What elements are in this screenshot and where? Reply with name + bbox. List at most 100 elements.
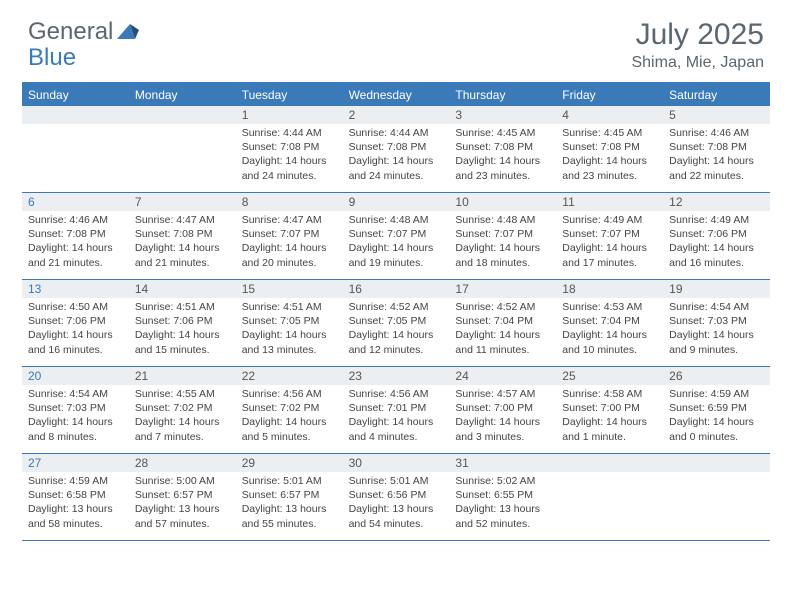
daylight-text: Daylight: 14 hours and 19 minutes. xyxy=(349,241,444,269)
day-number: 12 xyxy=(663,193,770,211)
daylight-text: Daylight: 13 hours and 55 minutes. xyxy=(242,502,337,530)
sunrise-text: Sunrise: 4:46 AM xyxy=(28,213,123,227)
calendar-cell: 21Sunrise: 4:55 AMSunset: 7:02 PMDayligh… xyxy=(129,367,236,453)
sunrise-text: Sunrise: 5:01 AM xyxy=(349,474,444,488)
day-number: 17 xyxy=(449,280,556,298)
day-details: Sunrise: 4:44 AMSunset: 7:08 PMDaylight:… xyxy=(343,124,450,187)
day-details: Sunrise: 4:51 AMSunset: 7:06 PMDaylight:… xyxy=(129,298,236,361)
calendar: SundayMondayTuesdayWednesdayThursdayFrid… xyxy=(22,82,770,541)
calendar-cell: 12Sunrise: 4:49 AMSunset: 7:06 PMDayligh… xyxy=(663,193,770,279)
sunrise-text: Sunrise: 4:52 AM xyxy=(455,300,550,314)
day-details: Sunrise: 4:53 AMSunset: 7:04 PMDaylight:… xyxy=(556,298,663,361)
sunrise-text: Sunrise: 4:53 AM xyxy=(562,300,657,314)
daylight-text: Daylight: 14 hours and 9 minutes. xyxy=(669,328,764,356)
calendar-cell: 19Sunrise: 4:54 AMSunset: 7:03 PMDayligh… xyxy=(663,280,770,366)
daylight-text: Daylight: 14 hours and 1 minute. xyxy=(562,415,657,443)
sunset-text: Sunset: 6:55 PM xyxy=(455,488,550,502)
month-title: July 2025 xyxy=(631,18,764,52)
sunset-text: Sunset: 7:01 PM xyxy=(349,401,444,415)
sunrise-text: Sunrise: 4:44 AM xyxy=(242,126,337,140)
calendar-cell: 4Sunrise: 4:45 AMSunset: 7:08 PMDaylight… xyxy=(556,106,663,192)
day-number: 1 xyxy=(236,106,343,124)
day-number xyxy=(129,106,236,124)
calendar-cell: 23Sunrise: 4:56 AMSunset: 7:01 PMDayligh… xyxy=(343,367,450,453)
weekday-header: Tuesday xyxy=(236,84,343,106)
day-details xyxy=(129,124,236,130)
daylight-text: Daylight: 14 hours and 20 minutes. xyxy=(242,241,337,269)
sunset-text: Sunset: 7:06 PM xyxy=(135,314,230,328)
day-details: Sunrise: 4:44 AMSunset: 7:08 PMDaylight:… xyxy=(236,124,343,187)
calendar-cell: 15Sunrise: 4:51 AMSunset: 7:05 PMDayligh… xyxy=(236,280,343,366)
sunset-text: Sunset: 7:06 PM xyxy=(28,314,123,328)
day-details: Sunrise: 4:54 AMSunset: 7:03 PMDaylight:… xyxy=(663,298,770,361)
header: General July 2025 Shima, Mie, Japan xyxy=(0,0,792,78)
daylight-text: Daylight: 13 hours and 54 minutes. xyxy=(349,502,444,530)
day-details: Sunrise: 4:54 AMSunset: 7:03 PMDaylight:… xyxy=(22,385,129,448)
day-number: 23 xyxy=(343,367,450,385)
day-details: Sunrise: 4:45 AMSunset: 7:08 PMDaylight:… xyxy=(449,124,556,187)
daylight-text: Daylight: 13 hours and 57 minutes. xyxy=(135,502,230,530)
sunset-text: Sunset: 7:07 PM xyxy=(349,227,444,241)
calendar-cell: 18Sunrise: 4:53 AMSunset: 7:04 PMDayligh… xyxy=(556,280,663,366)
calendar-cell xyxy=(22,106,129,192)
sunset-text: Sunset: 7:07 PM xyxy=(242,227,337,241)
weekday-header: Wednesday xyxy=(343,84,450,106)
calendar-cell: 22Sunrise: 4:56 AMSunset: 7:02 PMDayligh… xyxy=(236,367,343,453)
daylight-text: Daylight: 14 hours and 11 minutes. xyxy=(455,328,550,356)
calendar-cell: 16Sunrise: 4:52 AMSunset: 7:05 PMDayligh… xyxy=(343,280,450,366)
sunset-text: Sunset: 7:07 PM xyxy=(455,227,550,241)
calendar-cell: 1Sunrise: 4:44 AMSunset: 7:08 PMDaylight… xyxy=(236,106,343,192)
weekday-header: Saturday xyxy=(663,84,770,106)
day-number: 16 xyxy=(343,280,450,298)
sunrise-text: Sunrise: 4:56 AM xyxy=(349,387,444,401)
sunrise-text: Sunrise: 4:49 AM xyxy=(562,213,657,227)
sunset-text: Sunset: 7:08 PM xyxy=(455,140,550,154)
calendar-cell: 14Sunrise: 4:51 AMSunset: 7:06 PMDayligh… xyxy=(129,280,236,366)
day-details: Sunrise: 4:50 AMSunset: 7:06 PMDaylight:… xyxy=(22,298,129,361)
day-number: 2 xyxy=(343,106,450,124)
daylight-text: Daylight: 14 hours and 12 minutes. xyxy=(349,328,444,356)
day-number: 10 xyxy=(449,193,556,211)
day-details xyxy=(556,472,663,478)
daylight-text: Daylight: 14 hours and 4 minutes. xyxy=(349,415,444,443)
sunrise-text: Sunrise: 4:45 AM xyxy=(455,126,550,140)
daylight-text: Daylight: 14 hours and 21 minutes. xyxy=(135,241,230,269)
sunrise-text: Sunrise: 4:57 AM xyxy=(455,387,550,401)
day-details: Sunrise: 4:56 AMSunset: 7:01 PMDaylight:… xyxy=(343,385,450,448)
day-number: 14 xyxy=(129,280,236,298)
weekday-header: Sunday xyxy=(22,84,129,106)
day-number: 20 xyxy=(22,367,129,385)
day-details: Sunrise: 4:52 AMSunset: 7:05 PMDaylight:… xyxy=(343,298,450,361)
sunrise-text: Sunrise: 4:54 AM xyxy=(28,387,123,401)
sunset-text: Sunset: 6:58 PM xyxy=(28,488,123,502)
sunset-text: Sunset: 6:56 PM xyxy=(349,488,444,502)
calendar-cell: 5Sunrise: 4:46 AMSunset: 7:08 PMDaylight… xyxy=(663,106,770,192)
daylight-text: Daylight: 14 hours and 8 minutes. xyxy=(28,415,123,443)
sunset-text: Sunset: 7:07 PM xyxy=(562,227,657,241)
daylight-text: Daylight: 14 hours and 23 minutes. xyxy=(562,154,657,182)
day-number: 25 xyxy=(556,367,663,385)
daylight-text: Daylight: 14 hours and 15 minutes. xyxy=(135,328,230,356)
day-number: 15 xyxy=(236,280,343,298)
weekday-header: Friday xyxy=(556,84,663,106)
sunset-text: Sunset: 7:00 PM xyxy=(455,401,550,415)
daylight-text: Daylight: 13 hours and 58 minutes. xyxy=(28,502,123,530)
sunrise-text: Sunrise: 4:46 AM xyxy=(669,126,764,140)
daylight-text: Daylight: 14 hours and 21 minutes. xyxy=(28,241,123,269)
day-number: 27 xyxy=(22,454,129,472)
calendar-week-row: 1Sunrise: 4:44 AMSunset: 7:08 PMDaylight… xyxy=(22,106,770,193)
day-details: Sunrise: 4:48 AMSunset: 7:07 PMDaylight:… xyxy=(449,211,556,274)
day-number xyxy=(663,454,770,472)
sunset-text: Sunset: 6:57 PM xyxy=(135,488,230,502)
sunset-text: Sunset: 7:00 PM xyxy=(562,401,657,415)
day-details: Sunrise: 4:58 AMSunset: 7:00 PMDaylight:… xyxy=(556,385,663,448)
day-number xyxy=(22,106,129,124)
sunset-text: Sunset: 6:57 PM xyxy=(242,488,337,502)
day-number: 6 xyxy=(22,193,129,211)
day-details: Sunrise: 5:01 AMSunset: 6:57 PMDaylight:… xyxy=(236,472,343,535)
day-number: 4 xyxy=(556,106,663,124)
logo-text-blue: Blue xyxy=(28,44,76,72)
calendar-cell: 7Sunrise: 4:47 AMSunset: 7:08 PMDaylight… xyxy=(129,193,236,279)
calendar-body: 1Sunrise: 4:44 AMSunset: 7:08 PMDaylight… xyxy=(22,106,770,541)
calendar-cell: 26Sunrise: 4:59 AMSunset: 6:59 PMDayligh… xyxy=(663,367,770,453)
